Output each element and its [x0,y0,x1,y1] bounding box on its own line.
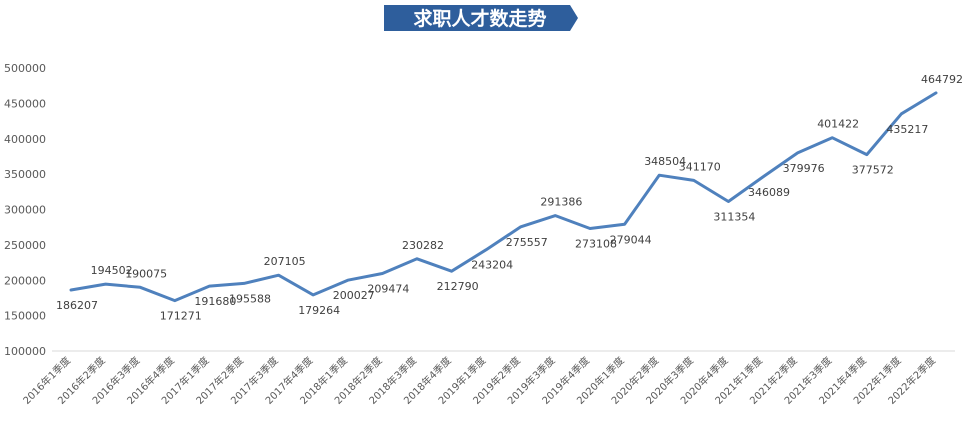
title-banner: 求职人才数走势 [384,5,578,31]
y-tick-label: 300000 [4,204,46,217]
data-label: 209474 [367,283,409,296]
data-label: 230282 [402,239,444,252]
data-label: 435217 [886,123,928,136]
y-tick-label: 500000 [4,62,46,75]
data-label: 191680 [194,295,236,308]
data-label: 171271 [160,310,202,323]
data-label: 243204 [471,259,513,272]
data-label: 311354 [713,210,755,223]
y-tick-label: 250000 [4,239,46,252]
data-label: 179264 [298,304,340,317]
data-label: 464792 [921,73,963,86]
y-tick-label: 100000 [4,345,46,358]
data-label: 186207 [56,299,98,312]
data-label: 195588 [229,292,271,305]
data-label: 341170 [679,160,721,173]
data-label: 377572 [852,164,894,177]
data-label: 379976 [783,162,825,175]
data-label: 291386 [540,196,582,209]
data-label: 194502 [91,264,133,277]
data-label: 279044 [610,233,652,246]
series-line-group [69,91,938,303]
series-line [69,91,938,303]
data-label: 401422 [817,118,859,131]
y-tick-label: 200000 [4,274,46,287]
data-label: 275557 [506,236,548,249]
y-tick-label: 150000 [4,310,46,323]
title-background [384,5,578,31]
y-tick-label: 350000 [4,168,46,181]
data-label: 200027 [333,289,375,302]
y-tick-label: 450000 [4,97,46,110]
data-label: 348504 [644,155,686,168]
y-tick-label: 400000 [4,133,46,146]
y-axis: 100000 150000 200000 250000 300000 350000 4000… [4,62,46,358]
chart-title: 求职人才数走势 [413,7,546,30]
data-label: 212790 [437,280,479,293]
x-axis: 2016年1季度2016年2季度2016年3季度2016年4季度2017年1季度… [20,350,955,407]
data-label: 190075 [125,267,167,280]
data-label: 273108 [575,238,617,251]
data-label: 207105 [264,255,306,268]
data-label: 346089 [748,186,790,199]
